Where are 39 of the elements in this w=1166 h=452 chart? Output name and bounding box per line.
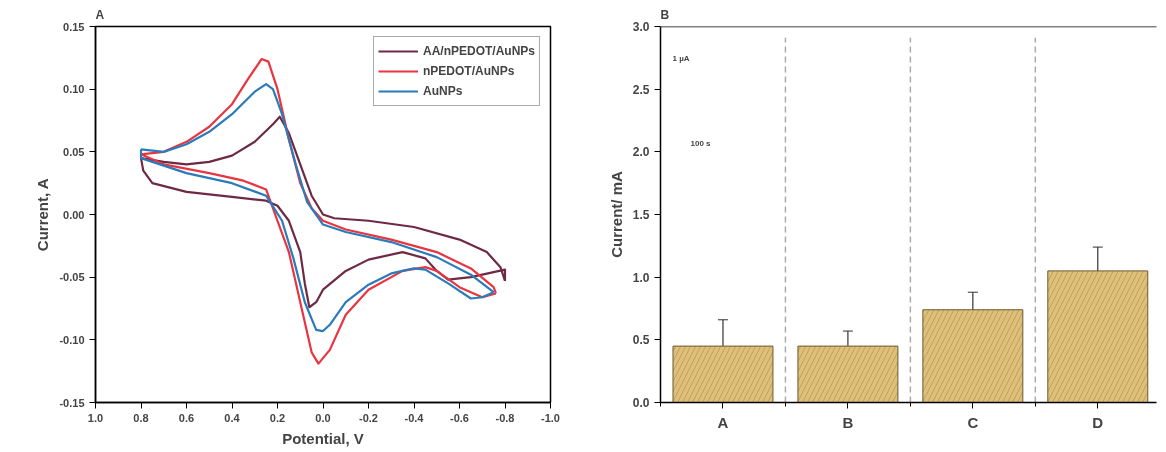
annotation: 1 µA xyxy=(672,53,690,63)
y-tick-label: 0.00 xyxy=(63,208,85,221)
y-tick-label: 0.0 xyxy=(632,396,650,410)
y-tick-label: -0.10 xyxy=(59,333,85,346)
y-tick-label: 0.5 xyxy=(632,333,650,348)
y-tick-label: 2.0 xyxy=(632,145,650,160)
x-tick-label: 0.2 xyxy=(269,411,286,424)
x-axis-title: Potential, V xyxy=(282,429,364,447)
x-tick-label: 0.4 xyxy=(224,411,241,424)
x-tick-label: B xyxy=(842,413,854,431)
y-axis-title: Current, A xyxy=(34,178,52,252)
y-tick-label: 0.15 xyxy=(63,20,85,33)
chart-title: B xyxy=(660,7,670,22)
x-tick-label: 1.0 xyxy=(87,411,104,424)
x-tick-label: C xyxy=(967,413,979,431)
y-tick-label: 0.05 xyxy=(63,145,85,158)
x-tick-label: 0.8 xyxy=(133,411,149,424)
x-tick-label: A xyxy=(717,413,729,431)
y-tick-label: 2.5 xyxy=(632,82,650,97)
y-tick-label: 1.0 xyxy=(632,270,650,285)
y-tick-label: 3.0 xyxy=(632,20,650,34)
chart-title: A xyxy=(95,7,105,22)
x-tick-label: -0.8 xyxy=(495,411,515,424)
x-tick-label: 0.0 xyxy=(315,411,331,424)
y-tick-label: 1.5 xyxy=(632,208,650,222)
x-tick-label: -0.2 xyxy=(359,411,378,424)
y-axis-title: Current/ mA xyxy=(607,171,625,258)
legend-label: AA/nPEDOT/AuNPs xyxy=(422,44,535,58)
y-tick-label: 0.10 xyxy=(63,83,85,96)
legend-label: AuNPs xyxy=(422,84,463,98)
y-tick-label: -0.15 xyxy=(59,396,85,409)
x-tick-label: -1.0 xyxy=(541,411,560,424)
x-tick-label: -0.4 xyxy=(404,411,425,424)
x-tick-label: -0.6 xyxy=(450,411,469,424)
y-tick-label: -0.05 xyxy=(59,271,85,284)
x-tick-label: D xyxy=(1092,413,1104,431)
legend-label: nPEDOT/AuNPs xyxy=(422,64,515,78)
annotation: 100 s xyxy=(690,138,712,148)
x-tick-label: 0.6 xyxy=(178,411,195,424)
